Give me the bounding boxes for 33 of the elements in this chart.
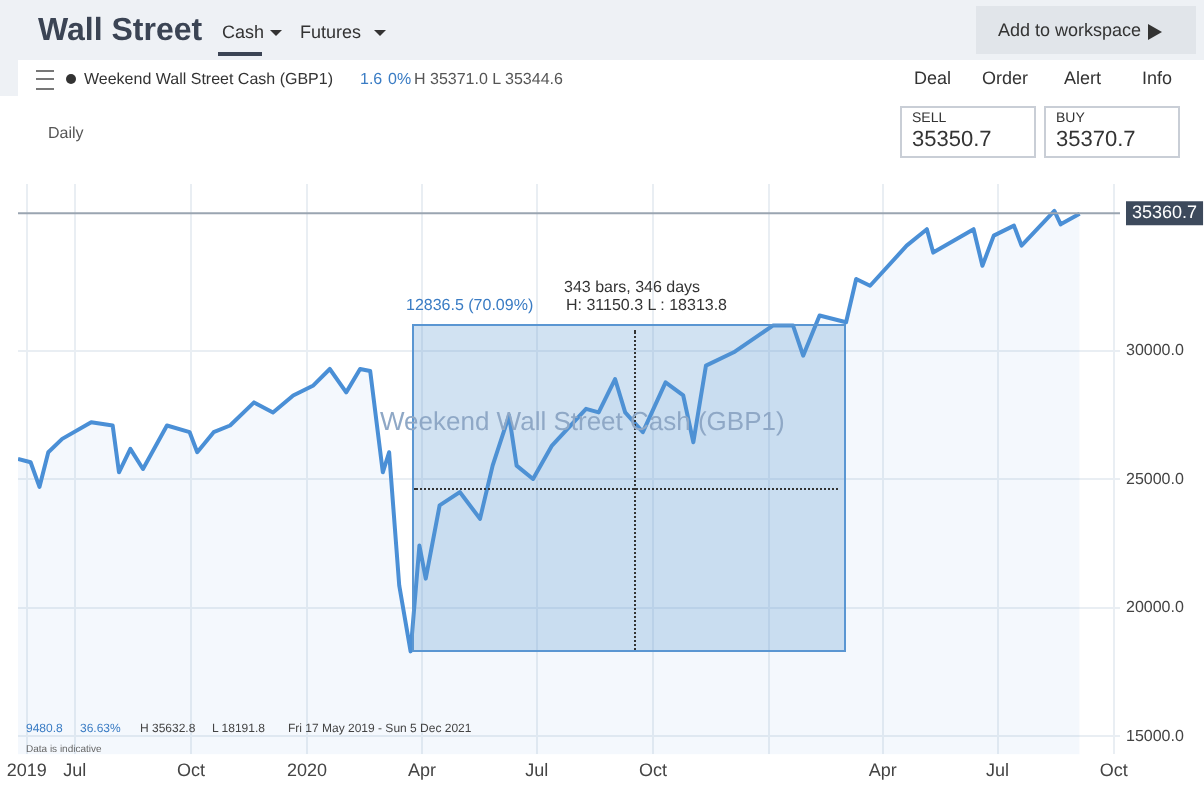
- annotation: 343 bars, 346 days: [564, 278, 701, 296]
- annotation: 12836.5 (70.09%): [406, 296, 534, 314]
- x-tick-label: Oct: [638, 760, 668, 781]
- x-tick-label: Jul: [63, 760, 87, 781]
- text: 35350.7: [912, 128, 992, 152]
- text: Info: [1142, 68, 1173, 88]
- chart-subtitle: Weekend Wall Street Cash (GBP1): [84, 70, 333, 88]
- y-tick-label: 25000.0: [1126, 469, 1185, 488]
- text: Deal: [914, 68, 952, 88]
- x-tick-label: Apr: [868, 760, 897, 781]
- y-tick-label: 30000.0: [1126, 341, 1185, 360]
- chart-title: Wall Street: [38, 14, 203, 50]
- x-tick-label: Oct: [176, 760, 206, 781]
- x-tick-label: Jul: [525, 760, 549, 781]
- text: Order: [982, 68, 1029, 88]
- text: H 35371.0 L 35344.6: [414, 70, 563, 88]
- text: Add to workspace: [998, 20, 1142, 40]
- text: Alert: [1064, 68, 1102, 88]
- ref-line-label: 35360.7: [1132, 202, 1198, 223]
- x-tick-label: Apr: [407, 760, 436, 781]
- x-tick-label: Jul: [986, 760, 1010, 781]
- annotation: H: 31150.3 L : 18313.8: [566, 296, 728, 314]
- text: Daily: [48, 124, 84, 142]
- x-tick-label: Oct: [1099, 760, 1129, 781]
- text: 35370.7: [1056, 128, 1136, 152]
- x-tick-label: 2019: [6, 760, 47, 781]
- text: Cash: [222, 22, 265, 42]
- y-tick-label: 15000.0: [1126, 726, 1185, 745]
- text: 1.6: [360, 70, 383, 88]
- x-tick-label: 2020: [287, 760, 328, 781]
- text: Futures: [300, 22, 362, 42]
- text: 0%: [388, 70, 412, 88]
- y-tick-label: 20000.0: [1126, 598, 1185, 617]
